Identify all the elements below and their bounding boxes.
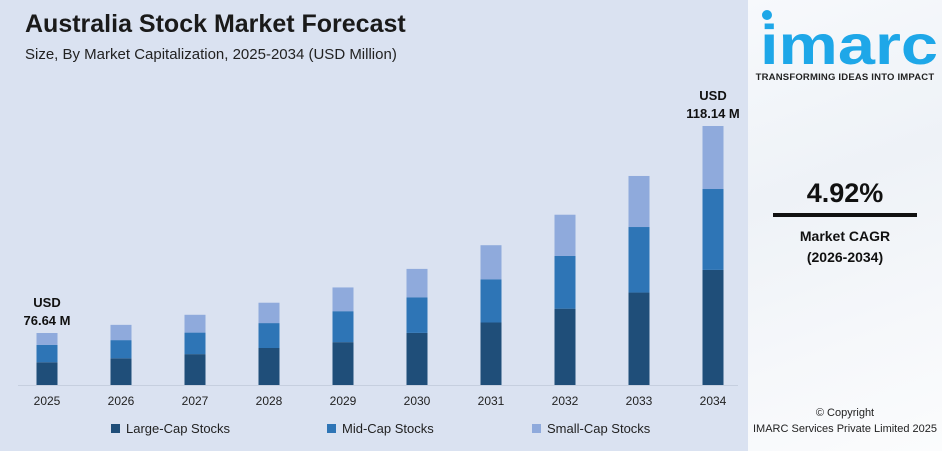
annotation-2034-currency: USD <box>699 88 726 103</box>
bar-2031-small-cap <box>480 245 502 280</box>
svg-text:imarc: imarc <box>760 13 938 66</box>
bar-2028-mid-cap <box>258 323 280 348</box>
bar-2029-mid-cap <box>332 311 354 343</box>
bar-2027-mid-cap <box>184 332 206 355</box>
bar-2029-small-cap <box>332 287 354 312</box>
imarc-logo: imarc <box>760 10 938 66</box>
legend-label-large-cap: Large-Cap Stocks <box>126 421 231 436</box>
x-tick-label-2034: 2034 <box>700 394 727 408</box>
x-tick-label-2025: 2025 <box>34 394 61 408</box>
legend-label-small-cap: Small-Cap Stocks <box>547 421 651 436</box>
x-tick-label-2031: 2031 <box>478 394 505 408</box>
annotation-2025-value: 76.64 M <box>24 313 71 328</box>
bar-2031-mid-cap <box>480 279 502 323</box>
bar-2025-small-cap <box>36 333 58 345</box>
cagr-period: (2026-2034) <box>806 249 884 265</box>
copyright-line-1: © Copyright <box>815 407 875 419</box>
chart-title: Australia Stock Market Forecast <box>25 10 406 38</box>
bar-2030-mid-cap <box>406 297 428 333</box>
bar-2032-mid-cap <box>554 255 576 309</box>
bar-2027-large-cap <box>184 354 206 385</box>
bar-2026-small-cap <box>110 324 132 341</box>
bar-2025-mid-cap <box>36 344 58 363</box>
bar-2026-large-cap <box>110 358 132 385</box>
bar-2034-mid-cap <box>702 189 724 270</box>
cagr-divider <box>773 213 917 217</box>
bar-2030-small-cap <box>406 268 428 298</box>
legend-item-mid-cap: Mid-Cap Stocks <box>327 421 434 436</box>
legend-swatch-small-cap <box>532 424 541 433</box>
bar-2028-large-cap <box>258 347 280 385</box>
tagline: TRANSFORMING IDEAS INTO IMPACT <box>755 72 935 83</box>
bar-2031-large-cap <box>480 322 502 385</box>
annotation-2034-value: 118.14 M <box>686 106 740 121</box>
bar-2026-mid-cap <box>110 340 132 359</box>
x-tick-label-2027: 2027 <box>182 394 209 408</box>
bar-2033-mid-cap <box>628 227 650 293</box>
x-tick-label-2030: 2030 <box>404 394 431 408</box>
bar-2028-small-cap <box>258 302 280 324</box>
legend-swatch-mid-cap <box>327 424 336 433</box>
annotation-2025-currency: USD <box>33 295 60 310</box>
x-tick-label-2032: 2032 <box>552 394 579 408</box>
legend-label-mid-cap: Mid-Cap Stocks <box>342 421 434 436</box>
bar-2025-large-cap <box>36 362 58 385</box>
bar-2029-large-cap <box>332 342 354 385</box>
bar-2033-small-cap <box>628 175 650 228</box>
info-panel: imarc TRANSFORMING IDEAS INTO IMPACT 4.9… <box>748 0 942 451</box>
x-tick-label-2026: 2026 <box>108 394 135 408</box>
x-tick-label-2029: 2029 <box>330 394 357 408</box>
x-tick-label-2028: 2028 <box>256 394 283 408</box>
stacked-bar-chart: 2025 2026 2027 2028 2029 2030 2031 2032 2033 2034… <box>18 88 740 408</box>
bar-2032-large-cap <box>554 308 576 385</box>
bar-2034-large-cap <box>702 269 724 385</box>
cagr-label: Market CAGR <box>799 228 891 244</box>
chart-subtitle: Size, By Market Capitalization, 2025-203… <box>25 46 397 63</box>
cagr-value: 4.92% <box>806 178 884 208</box>
bar-2027-small-cap <box>184 314 206 333</box>
bar-2033-large-cap <box>628 292 650 385</box>
bar-2030-large-cap <box>406 332 428 385</box>
legend-item-small-cap: Small-Cap Stocks <box>532 421 650 436</box>
legend-swatch-large-cap <box>111 424 120 433</box>
bar-2032-small-cap <box>554 214 576 256</box>
x-tick-label-2033: 2033 <box>626 394 653 408</box>
legend-item-large-cap: Large-Cap Stocks <box>111 421 230 436</box>
bar-2034-small-cap <box>702 126 724 190</box>
copyright-line-2: IMARC Services Private Limited 2025 <box>752 423 937 435</box>
